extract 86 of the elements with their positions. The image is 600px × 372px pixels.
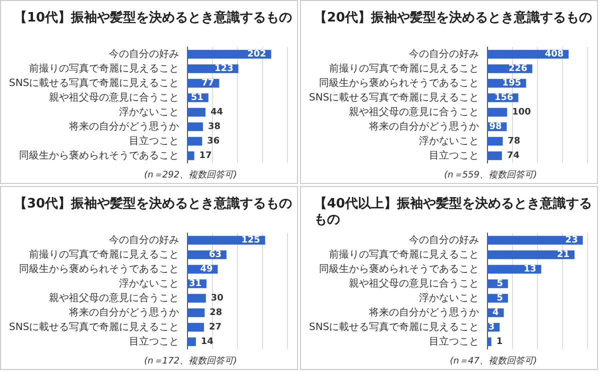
data-label: 13 [524,264,536,274]
bar [187,122,203,132]
y-tick-label: 将来の自分がどう思うか [68,306,180,318]
y-tick-label: 今の自分の好み [409,48,480,60]
text: (n＝47、複数回答可) [450,356,538,366]
data-label: 77 [202,78,214,88]
chart-title: 【10代】振袖や髪型を決めるとき意識するもの [14,10,292,26]
chart-title: 【40代以上】振袖や髪型を決めるとき意識するもの [314,196,592,228]
bar [187,151,194,160]
data-label: 5 [496,293,503,304]
bar [187,108,206,117]
data-label: 125 [241,235,260,246]
data-label: 36 [207,136,220,146]
data-label: 21 [556,250,570,260]
text: (n＝172、複数回答可) [144,356,237,366]
data-label: 156 [494,92,514,103]
y-tick-label: 将来の自分がどう思うか [368,120,480,132]
y-tick-label: 浮かないこと [419,292,480,304]
y-tick-label: 親や祖父母の意見に合うこと [49,91,180,104]
data-label: 100 [512,107,531,118]
bar [487,250,575,260]
y-tick-label: 浮かないこと [419,134,480,147]
bar [187,136,202,146]
y-tick-label: 将来の自分がどう思うか [368,306,480,318]
y-tick-label: 今の自分の好み [109,234,180,246]
data-label: 408 [544,49,564,60]
data-label: 31 [188,278,202,289]
y-tick-label: SNSに載せる写真で奇麗に見えること [308,91,480,104]
data-label: 1 [496,336,503,347]
bar [487,337,492,346]
data-label: 98 [489,122,502,132]
y-tick-label: SNSに載せる写真で奇麗に見えること [308,320,480,333]
y-tick-label: 同級生から褒められそうであること [19,262,180,275]
data-label: 49 [200,264,213,274]
data-label: 4 [492,308,499,318]
text: (n＝292、複数回答可) [144,170,237,180]
data-label: 5 [496,278,503,289]
data-label: 23 [565,235,578,246]
y-tick-label: 前撮りの写真で奇麗に見えること [29,62,180,74]
y-tick-label: 同級生から褒められそうであること [319,76,480,89]
y-tick-label: 目立つこと [129,335,180,348]
y-tick-label: 前撮りの写真で奇麗に見えること [329,62,480,74]
data-label: 3 [488,322,495,332]
data-label: 17 [199,150,212,161]
y-tick-label: 目立つこと [429,335,480,348]
y-tick-label: 同級生から褒められそうであること [19,149,180,162]
y-tick-label: 同級生から褒められそうであること [319,262,480,275]
y-tick-label: 前撮りの写真で奇麗に見えること [329,248,480,260]
data-label: 202 [247,49,266,60]
y-tick-label: 浮かないこと [119,277,180,290]
y-tick-label: 将来の自分がどう思うか [68,120,180,132]
text: (n＝559、複数回答可) [444,170,537,180]
data-label: 44 [210,107,224,118]
data-label: 78 [508,136,520,146]
y-tick-label: 浮かないこと [119,106,180,118]
bar [187,322,204,332]
data-label: 14 [200,336,214,347]
bar [487,136,503,146]
data-label: 123 [214,64,234,74]
y-tick-label: 前撮りの写真で奇麗に見えること [29,248,180,260]
bar [487,236,583,245]
y-tick-label: 親や祖父母の意見に合うこと [349,106,480,118]
bar [487,151,502,160]
y-tick-label: 目立つこと [129,134,180,147]
data-label: 195 [502,78,522,88]
y-tick-label: 目立つこと [429,149,480,162]
data-label: 38 [208,122,221,132]
chart-title: 【30代】振袖や髪型を決めるとき意識するもの [14,196,292,212]
bar [187,294,206,303]
bar [187,308,205,318]
data-label: 226 [508,64,528,74]
bar [487,108,508,117]
y-tick-label: SNSに載せる写真で奇麗に見えること [8,76,180,89]
y-tick-label: SNSに載せる写真で奇麗に見えること [8,320,180,333]
y-tick-label: 親や祖父母の意見に合うこと [349,277,480,290]
y-tick-label: 親や祖父母の意見に合うこと [49,292,180,304]
data-label: 30 [210,293,224,304]
y-tick-label: 今の自分の好み [409,234,480,246]
data-label: 28 [210,308,222,318]
bar [187,337,196,346]
data-label: 27 [209,322,222,332]
chart-title: 【20代】振袖や髪型を決めるとき意識するもの [314,10,592,26]
data-label: 74 [506,150,520,161]
y-tick-label: 今の自分の好み [109,48,180,60]
data-label: 63 [208,250,222,260]
data-label: 51 [190,92,204,103]
